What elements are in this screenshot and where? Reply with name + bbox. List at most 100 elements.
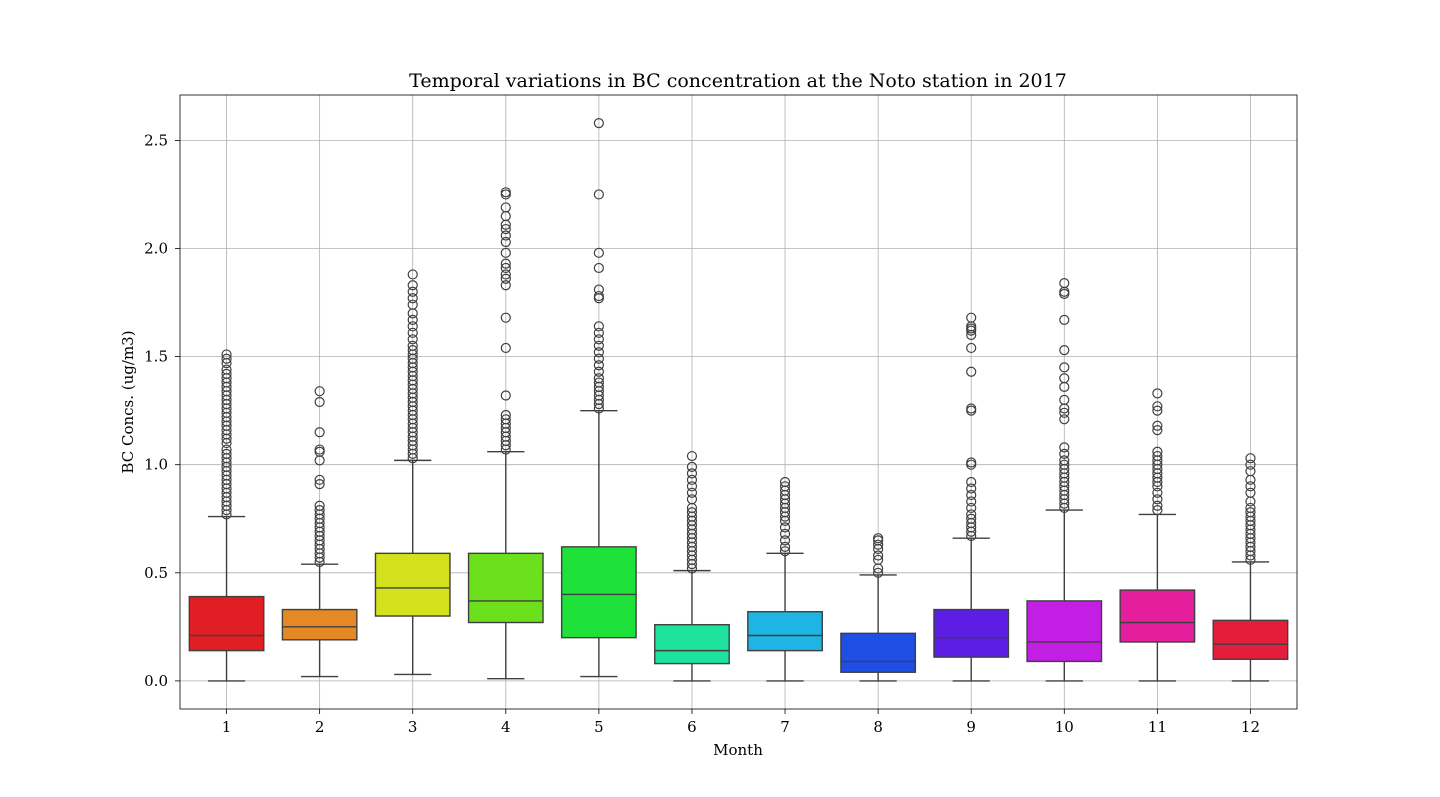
outlier-point bbox=[500, 247, 511, 258]
y-tick-label: 1.0 bbox=[144, 456, 168, 474]
box-month-9 bbox=[933, 312, 1010, 682]
outlier-point bbox=[314, 444, 325, 455]
x-tick-label: 2 bbox=[315, 718, 325, 736]
outlier-point bbox=[1059, 448, 1070, 459]
x-tick-label: 9 bbox=[966, 718, 976, 736]
iqr-box bbox=[1026, 600, 1103, 663]
iqr-box bbox=[1119, 589, 1196, 643]
outlier-point bbox=[500, 258, 511, 269]
box-month-6 bbox=[654, 450, 730, 682]
outlier-point bbox=[1152, 425, 1163, 436]
outlier-point bbox=[407, 269, 418, 280]
outlier-point bbox=[500, 230, 511, 241]
outlier-point bbox=[407, 293, 418, 304]
outlier-point bbox=[407, 280, 418, 291]
iqr-box bbox=[560, 546, 637, 639]
outlier-point bbox=[686, 450, 698, 462]
outlier-point bbox=[1059, 345, 1070, 356]
outlier-point bbox=[221, 444, 232, 455]
x-tick-label: 8 bbox=[873, 718, 883, 736]
outlier-point bbox=[221, 368, 232, 379]
outlier-point bbox=[314, 479, 325, 490]
outlier-point bbox=[1152, 487, 1163, 498]
outlier-point bbox=[314, 474, 325, 485]
outlier-point bbox=[500, 273, 511, 284]
outlier-point bbox=[593, 118, 604, 129]
outlier-point bbox=[407, 345, 418, 356]
outlier-point bbox=[1245, 502, 1256, 514]
outlier-point bbox=[966, 403, 977, 414]
outlier-point bbox=[1152, 401, 1163, 412]
outlier-point bbox=[1245, 466, 1256, 477]
iqr-box bbox=[467, 552, 544, 624]
outlier-point bbox=[593, 377, 604, 388]
outlier-point bbox=[1152, 405, 1163, 416]
x-tick-label: 7 bbox=[780, 718, 790, 736]
outlier-point bbox=[500, 280, 511, 291]
outlier-point bbox=[314, 427, 325, 438]
outlier-point bbox=[1059, 362, 1070, 373]
outlier-point bbox=[966, 457, 977, 468]
outlier-point bbox=[314, 500, 325, 511]
outlier-point bbox=[593, 284, 604, 295]
plot-area-frame bbox=[179, 94, 1298, 710]
outlier-point bbox=[1152, 420, 1163, 431]
outlier-point bbox=[873, 550, 884, 561]
x-tick-label: 12 bbox=[1241, 718, 1260, 736]
box-month-2 bbox=[281, 386, 358, 678]
outlier-point bbox=[314, 504, 325, 516]
outlier-point bbox=[407, 334, 418, 345]
box-month-1 bbox=[188, 349, 265, 682]
y-tick-label: 0.0 bbox=[144, 672, 168, 690]
outlier-point bbox=[221, 353, 232, 364]
outlier-point bbox=[221, 349, 232, 360]
outlier-point bbox=[407, 340, 418, 351]
outlier-point bbox=[1059, 373, 1070, 384]
outlier-point bbox=[873, 554, 884, 565]
outlier-point bbox=[779, 528, 791, 539]
outlier-point bbox=[686, 507, 698, 518]
outlier-point bbox=[500, 342, 511, 354]
x-tick-label: 5 bbox=[594, 718, 604, 736]
iqr-box bbox=[933, 608, 1010, 658]
outlier-point bbox=[407, 299, 418, 310]
x-tick-label: 4 bbox=[501, 718, 511, 736]
outlier-point bbox=[966, 513, 977, 524]
outlier-point bbox=[500, 223, 511, 235]
outlier-point bbox=[1059, 407, 1070, 418]
outlier-point bbox=[1152, 450, 1163, 462]
outlier-point bbox=[314, 396, 325, 408]
box-month-5 bbox=[560, 118, 637, 678]
iqr-box bbox=[654, 623, 730, 665]
outlier-point bbox=[407, 321, 418, 332]
outlier-point bbox=[779, 522, 791, 533]
outlier-point bbox=[593, 353, 604, 364]
axis-ticks: 0.00.51.01.52.02.51 2 3 4 5 6 7 8 9 10 11 12 bbox=[144, 131, 1260, 736]
x-tick-label: 10 bbox=[1055, 718, 1074, 736]
outlier-point bbox=[1059, 459, 1070, 470]
outlier-point bbox=[1059, 414, 1070, 425]
box-month-8 bbox=[840, 533, 917, 682]
outlier-point bbox=[1152, 446, 1163, 457]
box-month-11 bbox=[1119, 388, 1196, 682]
outlier-point bbox=[500, 187, 511, 198]
outlier-point bbox=[1152, 494, 1163, 505]
box-month-12 bbox=[1212, 453, 1289, 682]
outlier-point bbox=[500, 262, 511, 274]
outlier-point bbox=[500, 390, 511, 401]
outlier-point bbox=[686, 474, 698, 485]
box-month-7 bbox=[747, 476, 823, 682]
boxes bbox=[188, 118, 1289, 682]
chart-title: Temporal variations in BC concentration … bbox=[409, 70, 1067, 92]
iqr-box bbox=[281, 608, 358, 641]
outlier-point bbox=[966, 342, 977, 354]
y-tick-label: 1.5 bbox=[144, 348, 168, 366]
outlier-point bbox=[314, 386, 325, 397]
outlier-point bbox=[593, 262, 604, 274]
y-axis-label: BC Concs. (ug/m3) bbox=[119, 330, 137, 473]
outlier-point bbox=[407, 286, 418, 297]
outlier-point bbox=[593, 373, 604, 384]
x-tick-label: 11 bbox=[1148, 718, 1167, 736]
outlier-point bbox=[1059, 442, 1070, 453]
